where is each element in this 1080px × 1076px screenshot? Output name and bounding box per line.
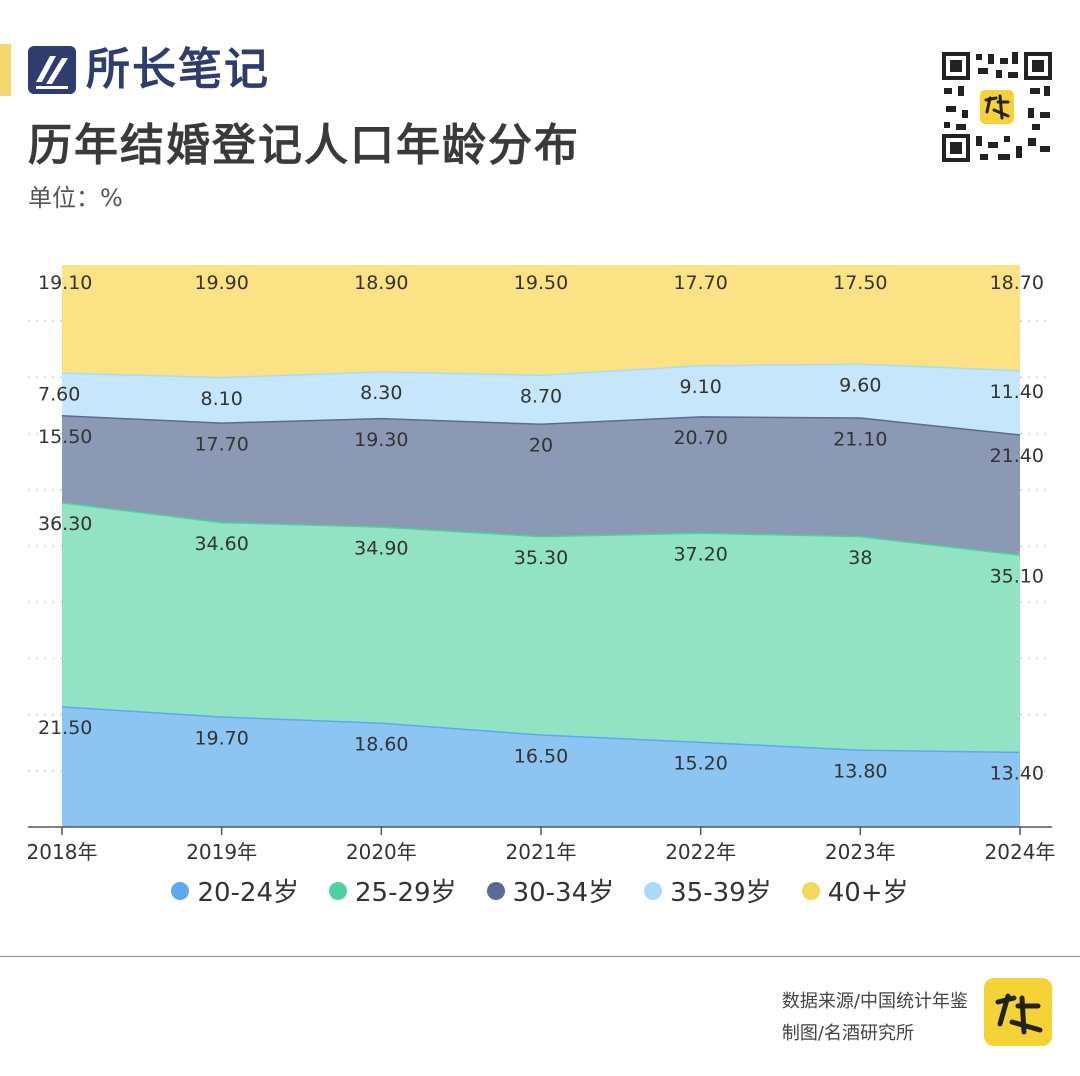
legend-label: 25-29岁 bbox=[355, 878, 457, 908]
data-label: 18.70 bbox=[990, 272, 1044, 294]
data-label: 15.50 bbox=[38, 426, 92, 448]
chart-title: 历年结婚登记人口年龄分布 bbox=[28, 120, 580, 171]
data-label: 8.10 bbox=[201, 388, 243, 410]
legend-label: 20-24岁 bbox=[197, 878, 299, 908]
legend-item: 35-39岁 bbox=[644, 872, 772, 909]
data-label: 9.60 bbox=[839, 374, 881, 396]
qr-code-icon bbox=[940, 50, 1054, 164]
legend: 20-24岁 25-29岁 30-34岁 35-39岁 40+岁 bbox=[0, 872, 1080, 909]
x-tick-label: 2023年 bbox=[825, 840, 896, 864]
legend-dot-icon bbox=[801, 881, 820, 900]
x-tick-label: 2022年 bbox=[665, 840, 736, 864]
data-label: 8.30 bbox=[360, 382, 402, 404]
legend-dot-icon bbox=[644, 881, 663, 900]
legend-dot-icon bbox=[329, 881, 347, 900]
data-label: 21.50 bbox=[38, 717, 92, 739]
data-label: 19.50 bbox=[514, 272, 568, 294]
data-label: 18.60 bbox=[354, 733, 408, 755]
legend-item: 30-34岁 bbox=[486, 872, 615, 909]
data-label: 17.70 bbox=[194, 433, 248, 455]
footer-source: 数据来源/中国统计年鉴 bbox=[781, 991, 968, 1012]
data-label: 17.70 bbox=[673, 272, 727, 294]
data-label: 13.80 bbox=[833, 760, 887, 782]
data-label: 34.90 bbox=[354, 537, 408, 559]
footer: 数据来源/中国统计年鉴 制图/名酒研究所 bbox=[782, 986, 968, 1050]
data-label: 20 bbox=[529, 434, 553, 456]
data-label: 18.90 bbox=[354, 272, 408, 294]
area-25-29岁 bbox=[62, 502, 1020, 752]
legend-item: 25-29岁 bbox=[329, 872, 457, 909]
data-label: 19.30 bbox=[354, 429, 408, 451]
data-label: 37.20 bbox=[673, 544, 727, 566]
data-label: 21.10 bbox=[833, 428, 887, 450]
x-tick-label: 2020年 bbox=[346, 840, 417, 864]
data-label: 35.30 bbox=[514, 547, 568, 569]
data-label: 17.50 bbox=[833, 272, 887, 294]
legend-label: 40+岁 bbox=[827, 878, 909, 908]
legend-dot-icon bbox=[171, 881, 190, 900]
data-label: 35.10 bbox=[990, 565, 1044, 587]
data-label: 36.30 bbox=[38, 513, 92, 535]
chart: 2018年 2019年 2020年 2021年 2022年 2023年 2024年 21.5… bbox=[27, 265, 1056, 864]
area-30-34岁 bbox=[62, 415, 1020, 555]
area-40+岁 bbox=[62, 265, 1020, 377]
data-label: 8.70 bbox=[520, 386, 562, 408]
legend-label: 35-39岁 bbox=[670, 878, 772, 908]
area-35-39岁 bbox=[62, 363, 1020, 435]
data-label: 11.40 bbox=[990, 381, 1044, 403]
x-tick-label: 2018年 bbox=[27, 840, 98, 864]
legend-dot-icon bbox=[486, 881, 505, 900]
data-label: 16.50 bbox=[514, 745, 568, 767]
data-label: 19.10 bbox=[38, 272, 92, 294]
data-label: 15.20 bbox=[673, 753, 727, 775]
data-label: 19.70 bbox=[194, 727, 248, 749]
x-tick-label: 2019年 bbox=[186, 840, 257, 864]
legend-item: 20-24岁 bbox=[171, 872, 299, 909]
x-tick-label: 2024年 bbox=[985, 840, 1056, 864]
data-label: 38 bbox=[848, 547, 872, 569]
data-label: 19.90 bbox=[194, 272, 248, 294]
legend-label: 30-34岁 bbox=[512, 878, 615, 908]
accent-bar bbox=[0, 44, 11, 96]
data-label: 20.70 bbox=[673, 427, 727, 449]
mingjiu-logo-icon bbox=[984, 978, 1052, 1046]
legend-item: 40+岁 bbox=[801, 872, 909, 909]
data-label: 13.40 bbox=[990, 763, 1044, 785]
x-tick-label: 2021年 bbox=[506, 840, 577, 864]
chart-unit: 单位：% bbox=[28, 184, 123, 212]
footer-credit: 制图/名酒研究所 bbox=[781, 1023, 914, 1044]
data-label: 21.40 bbox=[990, 445, 1044, 467]
brand: 所长笔记 bbox=[28, 44, 270, 96]
data-label: 9.10 bbox=[680, 376, 722, 398]
area-20-24岁 bbox=[62, 706, 1020, 827]
footer-divider bbox=[0, 956, 1080, 957]
brand-name: 所长笔记 bbox=[86, 44, 270, 95]
data-label: 7.60 bbox=[38, 383, 80, 405]
data-label: 34.60 bbox=[194, 533, 248, 555]
brand-logo-icon bbox=[28, 46, 76, 94]
